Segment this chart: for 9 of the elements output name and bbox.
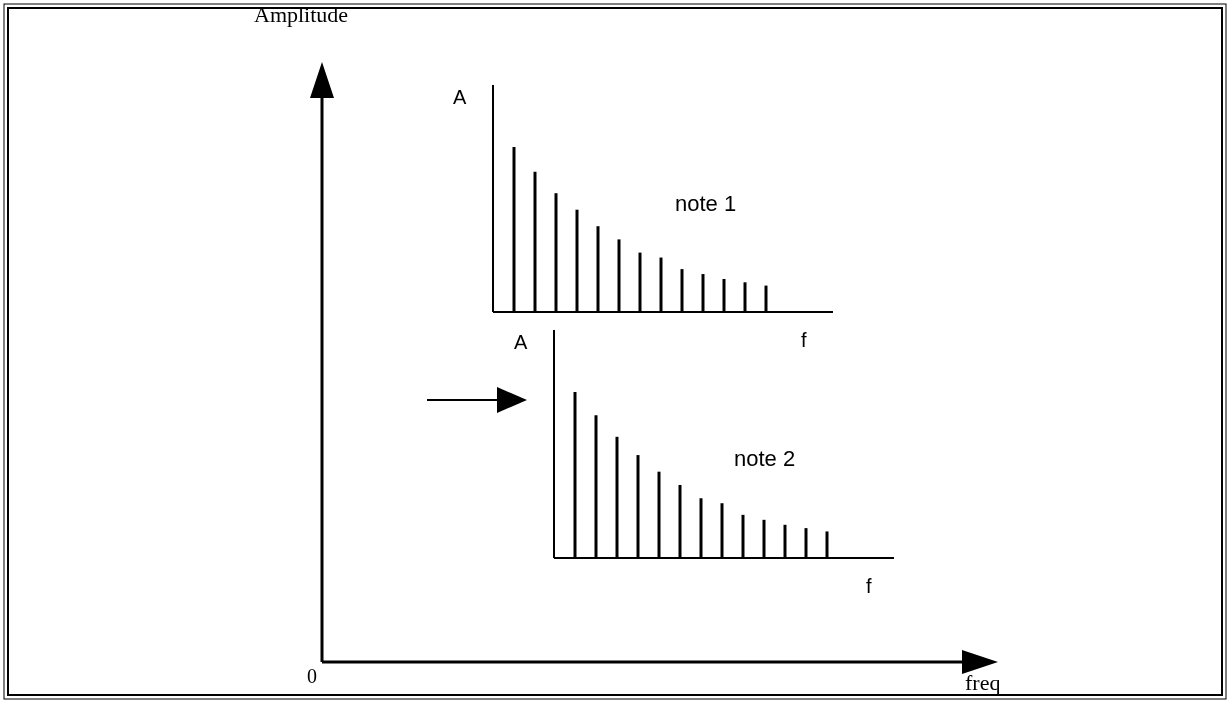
text: Amplitude bbox=[254, 2, 349, 27]
x-axis-title: f bbox=[801, 329, 807, 351]
x-axis-title: f bbox=[866, 575, 872, 597]
y-axis-title: A bbox=[453, 86, 467, 108]
annotation: note 2 bbox=[734, 446, 796, 471]
y-axis-title: A bbox=[514, 331, 528, 353]
text: freq bbox=[965, 670, 1001, 695]
annotation: note 1 bbox=[675, 191, 737, 216]
text: 0 bbox=[307, 665, 317, 687]
